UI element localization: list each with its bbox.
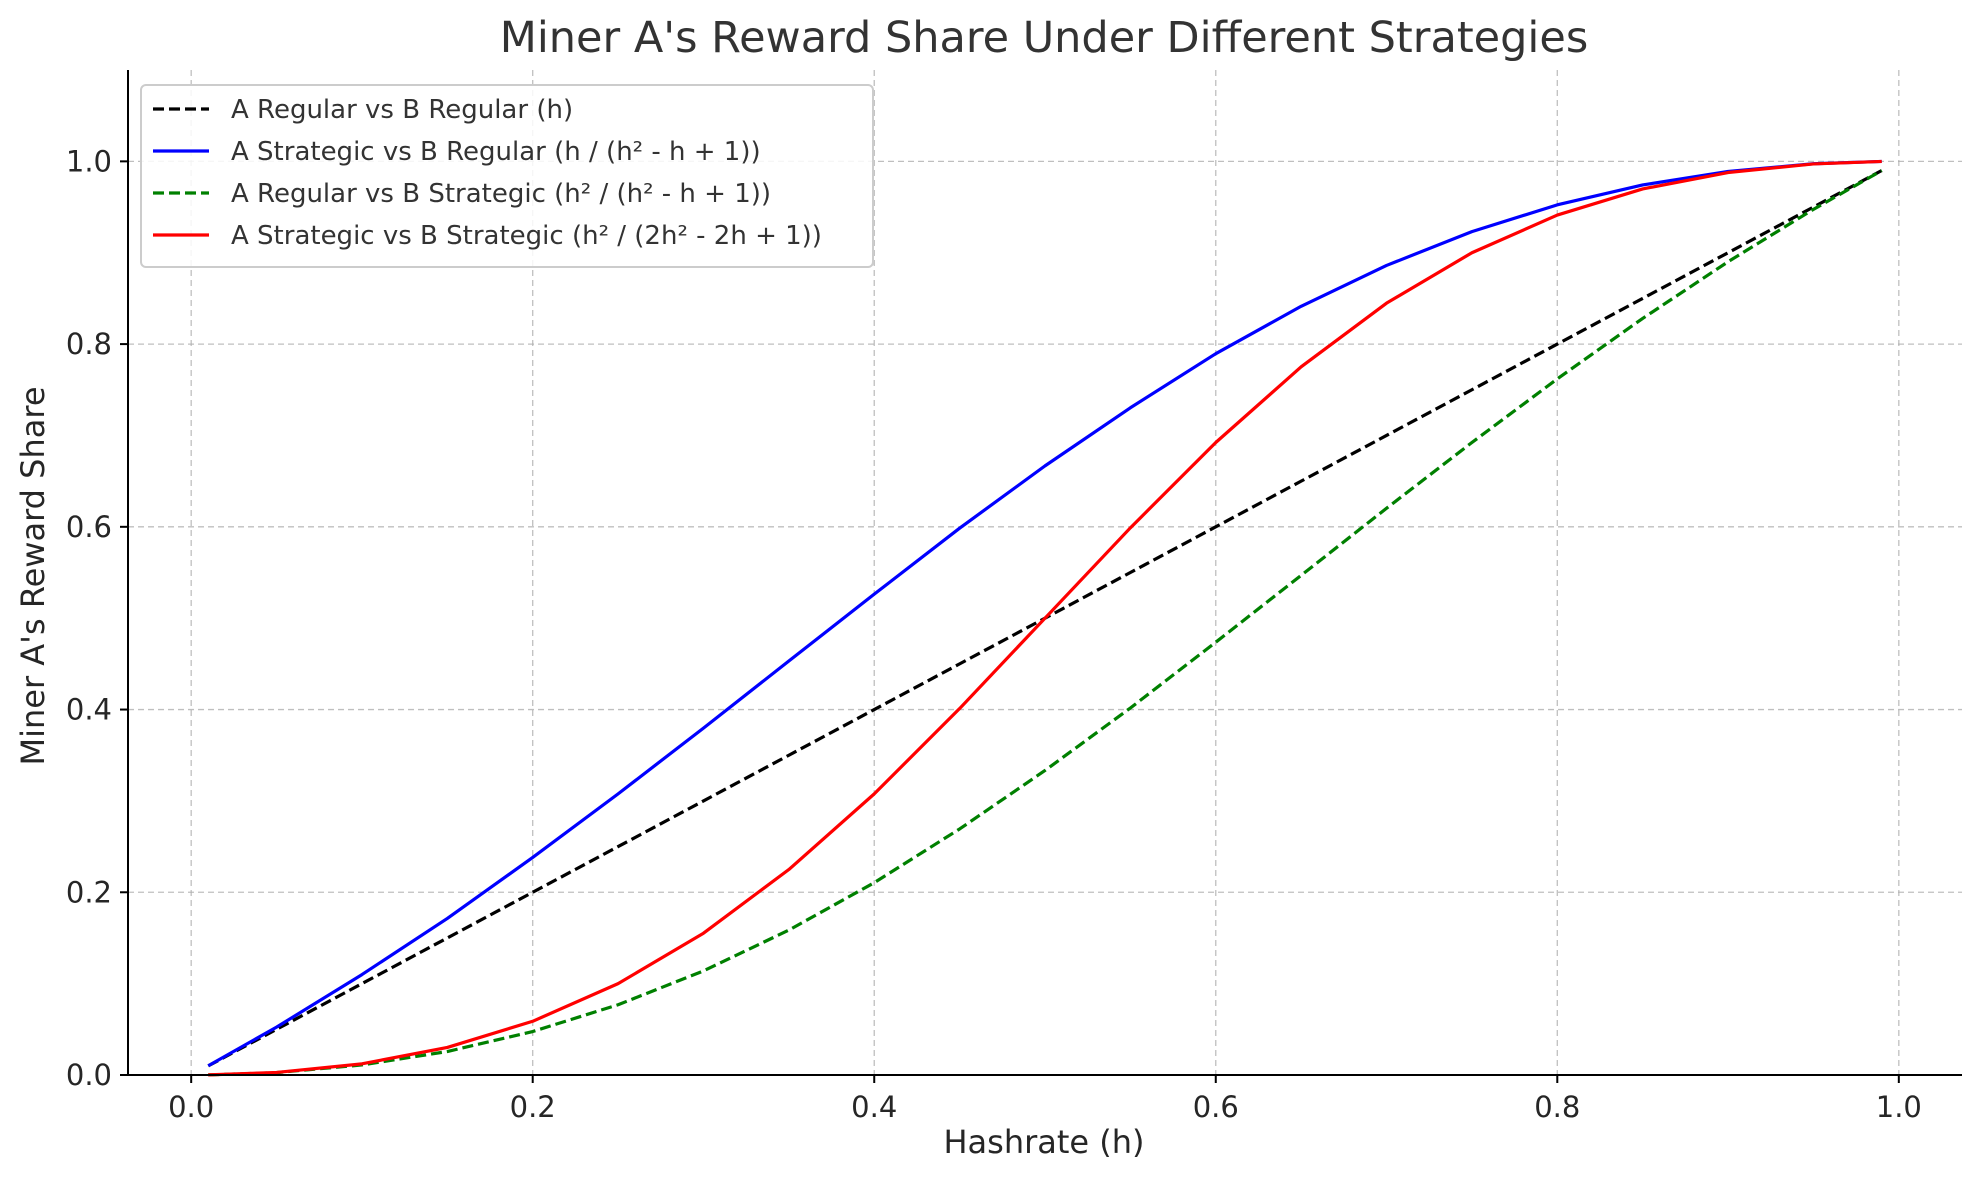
y-tick-label-5: 1.0 [66, 144, 112, 178]
legend: A Regular vs B Regular (h) A Strategic vs… [140, 84, 874, 268]
x-tick-label-2: 0.4 [851, 1090, 897, 1124]
y-tick-label-2: 0.4 [66, 693, 112, 727]
series-line-2 [208, 169, 1883, 1077]
legend-label-3: A Strategic vs B Strategic (h² / (2h² - … [231, 221, 822, 251]
legend-label-1: A Strategic vs B Regular (h / (h² - h + … [231, 137, 761, 167]
series-line-1 [207, 159, 1882, 1068]
y-tick-label-3: 0.6 [66, 510, 112, 544]
legend-frame [140, 84, 874, 268]
x-axis-label: Hashrate (h) [943, 1123, 1144, 1161]
series-layer [207, 159, 1883, 1077]
legend-label-2: A Regular vs B Strategic (h² / (h² - h +… [231, 179, 771, 209]
x-tick-label-1: 0.2 [510, 1090, 556, 1124]
x-tick-label-4: 0.8 [1534, 1090, 1580, 1124]
axes-layer: 0.0 0.2 0.4 0.6 0.8 1.0 0.0 0.2 0.4 0.6 0.8 1.0 [66, 70, 1962, 1124]
y-tick-label-4: 0.8 [66, 327, 112, 361]
y-tick-label-0: 0.0 [66, 1058, 112, 1092]
x-tick-label-0: 0.0 [168, 1090, 214, 1124]
x-tick-label-3: 0.6 [1193, 1090, 1239, 1124]
legend-label-0: A Regular vs B Regular (h) [231, 95, 573, 125]
series-line-3 [208, 159, 1882, 1077]
y-axis-label: Miner A's Reward Share [14, 386, 52, 765]
y-tick-label-1: 0.2 [66, 875, 112, 909]
x-tick-label-5: 1.0 [1876, 1090, 1922, 1124]
chart-title: Miner A's Reward Share Under Different S… [500, 13, 1589, 63]
